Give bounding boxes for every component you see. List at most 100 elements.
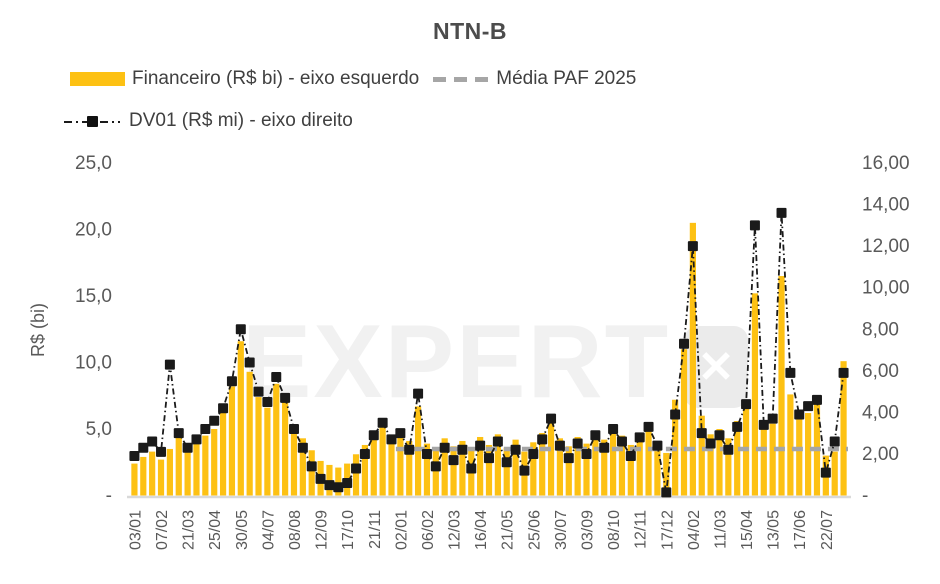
financeiro-bar [388, 436, 395, 496]
dv01-marker [191, 434, 202, 445]
financeiro-bar [308, 450, 315, 496]
dv01-marker [156, 446, 167, 457]
financeiro-bar [494, 434, 501, 496]
dv01-marker [785, 367, 796, 378]
dv01-marker [661, 487, 672, 498]
financeiro-bar [166, 448, 173, 496]
financeiro-bar [175, 432, 182, 496]
financeiro-bar [796, 418, 803, 496]
dv01-marker [794, 409, 805, 420]
dv01-marker [253, 386, 264, 397]
dv01-marker [280, 392, 291, 403]
dv01-marker [439, 442, 450, 453]
watermark-text: EXPERT [242, 304, 671, 420]
dv01-marker [235, 324, 246, 335]
financeiro-bar [485, 444, 493, 496]
x-tick-label: 25/04 [207, 510, 224, 550]
dv01-marker [714, 430, 725, 441]
dv01-marker [679, 338, 690, 349]
financeiro-bar [131, 463, 138, 496]
watermark: EXPERT ✕ [242, 304, 749, 420]
dv01-marker [643, 421, 654, 432]
dv01-marker [776, 207, 787, 218]
y-left-tick-label: 10,0 [75, 353, 112, 374]
financeiro-bar [716, 429, 723, 496]
financeiro-bar [601, 439, 608, 496]
x-tick-label: 12/03 [447, 510, 464, 550]
financeiro-bar [583, 443, 590, 496]
financeiro-bar [787, 394, 794, 496]
financeiro-bar [565, 446, 572, 496]
x-tick-label: 04/02 [686, 510, 703, 550]
dv01-marker [129, 451, 140, 462]
financeiro-bar [370, 434, 377, 496]
dv01-marker [625, 451, 636, 462]
dv01-marker [546, 413, 557, 424]
dv01-marker [820, 467, 831, 478]
financeiro-bar [184, 447, 191, 496]
legend-row-2: DV01 (R$ mi) - eixo direito [62, 110, 353, 132]
x-tick-label: 17/12 [659, 510, 676, 550]
dv01-marker [590, 430, 601, 441]
financeiro-bar [663, 452, 670, 496]
x-tick-label: 11/03 [712, 510, 729, 549]
dv01-marker [758, 419, 769, 430]
financeiro-bar [228, 386, 236, 496]
dv01-marker [324, 480, 335, 491]
financeiro-bar [654, 440, 661, 496]
financeiro-bar [282, 402, 289, 496]
dv01-marker [386, 434, 397, 445]
dv01-marker [271, 372, 282, 383]
dv01-marker [528, 448, 539, 459]
financeiro-bar [574, 436, 581, 496]
dv01-marker [333, 482, 344, 493]
financeiro-bar [805, 413, 812, 496]
dv01-marker [475, 440, 486, 451]
x-tick-label: 17/06 [792, 510, 809, 550]
dv01-marker [244, 357, 255, 368]
x-tick-label: 16/04 [473, 510, 490, 550]
dv01-marker [200, 424, 211, 434]
dv01-dashdot-swatch-icon [64, 115, 120, 127]
chart-title: NTN-B [432, 18, 508, 44]
financeiro-bar [645, 425, 652, 496]
financeiro-bar [547, 421, 555, 496]
dv01-marker [164, 359, 175, 370]
dv01-marker [359, 448, 370, 459]
dv01-marker [599, 442, 610, 453]
dv01-marker [608, 424, 619, 434]
dv01-marker [616, 436, 627, 447]
y-right-tick-label: - [862, 486, 868, 507]
dv01-marker [519, 465, 530, 476]
financeiro-bar [335, 467, 342, 496]
dv01-marker [306, 461, 317, 472]
financeiro-bar [707, 434, 714, 496]
financeiro-bar [255, 397, 262, 496]
x-tick-label: 03/09 [580, 510, 597, 550]
dv01-marker [652, 440, 663, 451]
legend-row-1: Financeiro (R$ bi) - eixo esquerdo Média… [70, 68, 636, 90]
financeiro-bar [592, 431, 599, 496]
dv01-marker [315, 473, 326, 484]
financeiro-bar [689, 222, 696, 496]
y-left-tick-label: - [106, 486, 112, 507]
financeiro-bar [627, 444, 634, 496]
financeiro-bar [361, 444, 369, 496]
dv01-marker [466, 463, 477, 474]
media-dash-swatch-icon [433, 76, 490, 82]
dv01-marker [732, 421, 743, 432]
financeiro-bar [503, 447, 510, 496]
dv01-marker [182, 442, 193, 453]
dv01-marker [262, 396, 273, 407]
financeiro-bar [290, 426, 298, 496]
dv01-marker [581, 448, 592, 459]
financeiro-bar [237, 341, 244, 496]
dv01-marker [749, 220, 760, 231]
financeiro-bar [211, 429, 218, 496]
financeiro-swatch-icon [70, 72, 125, 86]
y-right-tick-label: 14,00 [862, 195, 910, 216]
y-right-tick-label: 6,00 [862, 361, 899, 382]
financeiro-bar [140, 456, 147, 496]
